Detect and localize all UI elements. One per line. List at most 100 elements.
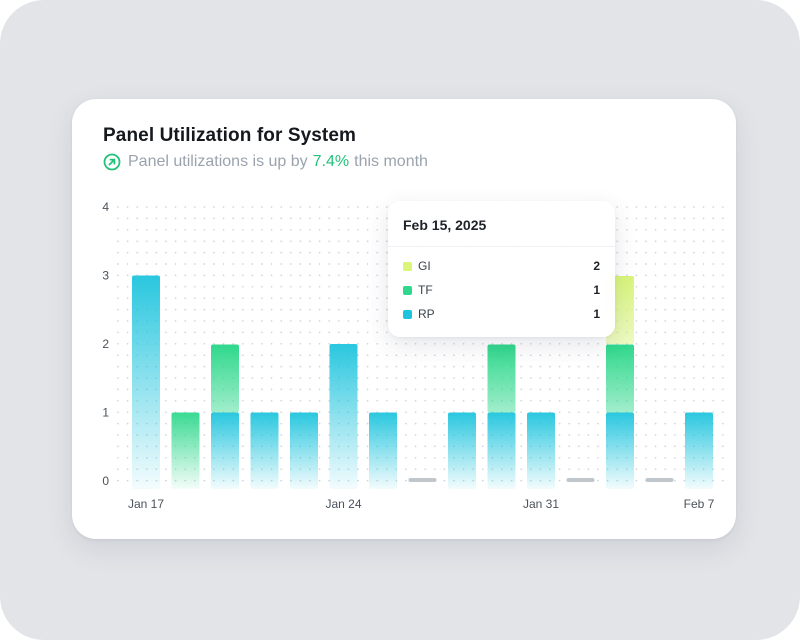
- grid-dot: [520, 422, 523, 425]
- grid-dot: [357, 308, 359, 311]
- grid-dot: [270, 285, 273, 288]
- grid-dot: [635, 251, 638, 254]
- grid-dot: [309, 274, 311, 277]
- bar-rp: [606, 412, 634, 489]
- grid-dot: [443, 411, 446, 414]
- grid-dot: [376, 320, 379, 322]
- grid-dot: [395, 365, 398, 368]
- grid-dot: [664, 377, 667, 379]
- grid-dot: [635, 274, 638, 277]
- tooltip-date: Feb 15, 2025: [403, 217, 487, 233]
- grid-dot: [721, 354, 724, 357]
- grid-dot: [289, 240, 292, 243]
- grid-dot: [203, 399, 206, 402]
- grid-dot: [280, 377, 283, 379]
- grid-dot: [721, 320, 724, 322]
- grid-dot: [443, 342, 446, 345]
- grid-dot: [693, 263, 695, 265]
- grid-dot: [366, 377, 369, 379]
- grid-dot: [203, 331, 206, 334]
- grid-dot: [289, 297, 292, 300]
- grid-dot: [366, 354, 369, 357]
- grid-dot: [721, 479, 724, 482]
- grid-dot: [702, 354, 705, 357]
- grid-dot: [203, 377, 206, 379]
- grid-dot: [280, 331, 283, 334]
- grid-dot: [721, 297, 724, 300]
- grid-dot: [232, 331, 235, 334]
- grid-dot: [635, 308, 638, 311]
- grid-dot: [126, 274, 129, 277]
- grid-dot: [357, 468, 359, 471]
- grid-dot: [539, 399, 542, 402]
- grid-dot: [117, 399, 119, 402]
- grid-dot: [251, 228, 254, 231]
- grid-dot: [165, 206, 167, 208]
- grid-dot: [587, 456, 590, 459]
- grid-dot: [443, 365, 446, 368]
- grid-dot: [693, 365, 695, 368]
- grid-dot: [702, 285, 705, 288]
- grid-dot: [635, 320, 638, 322]
- grid-dot: [328, 263, 331, 265]
- grid-dot: [270, 297, 273, 300]
- grid-dot: [635, 377, 638, 379]
- grid-dot: [395, 342, 398, 345]
- grid-dot: [673, 479, 676, 482]
- grid-dot: [366, 468, 369, 471]
- grid-dot: [328, 331, 331, 334]
- grid-dot: [529, 365, 532, 368]
- grid-dot: [414, 468, 417, 471]
- grid-dot: [145, 228, 148, 231]
- grid-dot: [414, 422, 417, 425]
- grid-dot: [424, 399, 427, 402]
- grid-dot: [184, 320, 187, 322]
- grid-dot: [174, 320, 177, 322]
- grid-dot: [174, 206, 177, 208]
- bar-tf: [171, 412, 200, 489]
- grid-dot: [232, 285, 235, 288]
- grid-dot: [645, 468, 647, 471]
- grid-dot: [193, 320, 196, 322]
- grid-dot: [721, 206, 724, 208]
- grid-dot: [577, 388, 580, 391]
- grid-dot: [587, 388, 590, 391]
- grid-dot: [184, 206, 187, 208]
- grid-dot: [299, 399, 302, 402]
- grid-dot: [549, 354, 551, 357]
- grid-dot: [664, 228, 667, 231]
- grid-dot: [203, 479, 206, 482]
- grid-dot: [165, 240, 167, 243]
- grid-dot: [117, 434, 119, 436]
- grid-dot: [405, 422, 407, 425]
- grid-dot: [568, 342, 571, 345]
- grid-dot: [203, 297, 206, 300]
- grid-dot: [289, 365, 292, 368]
- grid-dot: [424, 365, 427, 368]
- grid-dot: [664, 297, 667, 300]
- grid-dot: [366, 217, 369, 220]
- grid-dot: [318, 285, 321, 288]
- grid-dot: [347, 320, 350, 322]
- grid-dot: [347, 240, 350, 243]
- grid-dot: [577, 354, 580, 357]
- grid-dot: [117, 308, 119, 311]
- grid-dot: [702, 263, 705, 265]
- grid-dot: [385, 331, 388, 334]
- grid-dot: [520, 479, 523, 482]
- grid-dot: [126, 342, 129, 345]
- grid-dot: [414, 434, 417, 436]
- grid-dot: [635, 399, 638, 402]
- grid-dot: [309, 206, 311, 208]
- grid-dot: [193, 377, 196, 379]
- grid-dot: [414, 399, 417, 402]
- grid-dot: [251, 217, 254, 220]
- grid-dot: [222, 228, 225, 231]
- grid-dot: [721, 411, 724, 414]
- grid-dot: [241, 456, 244, 459]
- grid-dot: [337, 274, 340, 277]
- grid-dot: [318, 445, 321, 448]
- grid-dot: [241, 422, 244, 425]
- grid-dot: [693, 297, 695, 300]
- grid-dot: [318, 365, 321, 368]
